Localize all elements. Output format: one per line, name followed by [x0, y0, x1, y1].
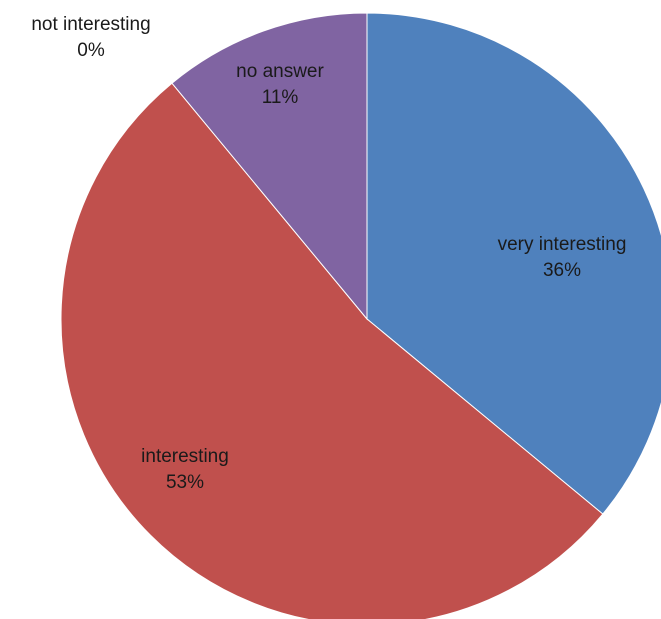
slice-label-very-interesting: very interesting [498, 234, 627, 255]
slice-label-interesting: interesting [141, 446, 229, 467]
pie-slices [60, 12, 661, 619]
slice-label-no-answer: no answer [236, 61, 324, 82]
pie-slice-no-answer [171, 12, 368, 321]
slice-label-not-interesting: not interesting [31, 14, 150, 35]
pie-slice-interesting [60, 82, 604, 619]
slice-percent-not-interesting: 0% [77, 40, 105, 61]
slice-percent-no-answer: 11% [262, 87, 299, 108]
pie-slice-very-interesting [366, 12, 661, 515]
slice-percent-interesting: 53% [166, 472, 204, 493]
pie-labels: very interesting 36% interesting 53% not int… [31, 14, 626, 493]
slice-percent-very-interesting: 36% [543, 260, 581, 281]
